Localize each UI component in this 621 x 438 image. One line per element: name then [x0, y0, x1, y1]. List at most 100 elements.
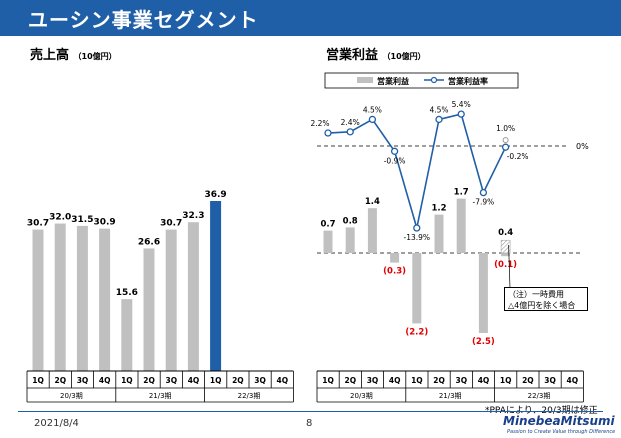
margin-value-label: 5.4% — [452, 100, 471, 109]
profit-bar — [345, 227, 355, 253]
sales-quarter-label: 1Q — [210, 376, 222, 385]
sales-bar — [76, 225, 88, 371]
profit-unit: （10億円） — [382, 52, 426, 61]
sales-quarter-label: 3Q — [77, 376, 89, 385]
sales-fiscal-year-label: 22/3期 — [238, 392, 261, 400]
annotation-box: （注）一時費用 △4億円を除く場合 — [504, 287, 588, 311]
profit-title-text: 営業利益 — [326, 48, 379, 63]
margin-zero-label: 0% — [576, 142, 589, 151]
profit-value-label: 1.2 — [431, 204, 446, 214]
profit-value-label: (0.1) — [494, 260, 517, 270]
sales-bar — [54, 223, 66, 371]
company-tagline: Passion to Create Value through Differen… — [507, 429, 616, 435]
profit-bar — [434, 214, 444, 253]
profit-value-label: 1.4 — [365, 197, 380, 207]
profit-value-label: 0.8 — [343, 216, 358, 226]
sales-quarter-label: 2Q — [54, 376, 66, 385]
margin-marker — [501, 143, 510, 151]
sales-bar — [121, 299, 133, 371]
sales-bar — [187, 222, 199, 371]
margin-value-label: 2.2% — [310, 119, 329, 128]
profit-bar — [456, 198, 466, 253]
margin-marker — [368, 115, 377, 124]
sales-quarter-label: 4Q — [276, 376, 288, 385]
annotation-line2: △4億円を除く場合 — [508, 301, 576, 310]
sales-fiscal-year-label: 21/3期 — [149, 392, 172, 400]
profit-fiscal-year-label: 22/3期 — [528, 392, 551, 400]
margin-value-label: -0.2% — [507, 152, 529, 161]
profit-bar — [478, 253, 488, 333]
sales-quarter-label: 3Q — [165, 376, 177, 385]
margin-marker — [324, 129, 332, 137]
footer-divider — [18, 411, 603, 412]
profit-bar — [412, 253, 422, 324]
profit-bar — [367, 208, 377, 253]
adjusted-margin-marker — [502, 137, 509, 144]
profit-fiscal-year-label: 21/3期 — [439, 392, 462, 400]
sales-bar — [99, 228, 111, 371]
sales-value-label: 30.7 — [27, 219, 49, 229]
profit-value-label: 0.7 — [320, 220, 335, 230]
sales-fiscal-year-label: 20/3期 — [60, 392, 83, 400]
sales-bar — [32, 229, 44, 371]
sales-chart-title: 売上高 （10億円） — [30, 44, 117, 63]
margin-marker — [390, 147, 399, 155]
margin-value-label: -0.9% — [384, 156, 406, 165]
adjusted-margin-label: 1.0% — [496, 124, 515, 133]
sales-value-label: 36.9 — [204, 190, 226, 200]
adjusted-profit-bar — [500, 239, 511, 254]
profit-bar — [501, 253, 511, 257]
sales-value-label: 32.3 — [182, 211, 204, 221]
sales-quarter-label: 4Q — [188, 376, 200, 385]
sales-bar — [165, 229, 177, 371]
sales-quarter-label: 3Q — [254, 376, 266, 385]
sales-quarter-label: 4Q — [99, 376, 111, 385]
profit-quarter-label: 3Q — [455, 376, 467, 385]
margin-marker — [413, 224, 421, 232]
margin-value-label: 2.4% — [341, 118, 360, 127]
profit-quarter-label: 1Q — [322, 376, 334, 385]
profit-quarter-label: 2Q — [344, 376, 356, 385]
profit-bar — [390, 253, 400, 263]
footer-date: 2021/8/4 — [34, 418, 79, 429]
title-bar: ユーシン事業セグメント — [0, 0, 621, 36]
profit-quarter-label: 4Q — [478, 376, 490, 385]
page-number: 8 — [306, 418, 313, 429]
profit-quarter-label: 1Q — [500, 376, 512, 385]
profit-quarter-label: 2Q — [522, 376, 534, 385]
profit-quarter-label: 3Q — [544, 376, 556, 385]
profit-quarter-label: 2Q — [433, 376, 445, 385]
sales-value-label: 31.5 — [71, 215, 93, 225]
margin-marker — [346, 128, 354, 136]
sales-quarter-label: 1Q — [121, 376, 133, 385]
profit-quarter-label: 4Q — [389, 376, 401, 385]
legend-bar-label: 営業利益 — [377, 76, 409, 86]
margin-value-label: -13.9% — [404, 233, 431, 242]
sales-unit: （10億円） — [73, 52, 117, 61]
margin-marker — [479, 188, 488, 197]
profit-value-label: (2.2) — [405, 327, 428, 337]
annotation-leader — [508, 244, 511, 289]
profit-quarter-label: 3Q — [367, 376, 379, 385]
sales-bar — [210, 201, 222, 371]
sales-value-label: 32.0 — [49, 213, 71, 223]
company-logo: MinebeaMitsumi — [503, 414, 615, 428]
profit-fiscal-year-label: 20/3期 — [350, 392, 373, 400]
sales-quarter-label: 2Q — [232, 376, 244, 385]
annotation-line1: （注）一時費用 — [508, 290, 564, 299]
profit-quarter-label: 1Q — [411, 376, 423, 385]
margin-line — [327, 113, 507, 229]
profit-bar — [323, 230, 333, 253]
sales-value-label: 15.6 — [116, 288, 138, 298]
legend-line-marker — [430, 76, 438, 84]
margin-value-label: 4.5% — [429, 105, 448, 114]
margin-value-label: 4.5% — [363, 105, 382, 114]
sales-quarter-label: 2Q — [143, 376, 155, 385]
margin-value-label: -7.9% — [473, 198, 495, 207]
sales-quarter-label: 1Q — [32, 376, 44, 385]
profit-quarter-label: 4Q — [566, 376, 578, 385]
profit-value-label: (0.3) — [383, 267, 406, 277]
sales-bar — [143, 248, 155, 371]
legend-box — [324, 72, 519, 89]
